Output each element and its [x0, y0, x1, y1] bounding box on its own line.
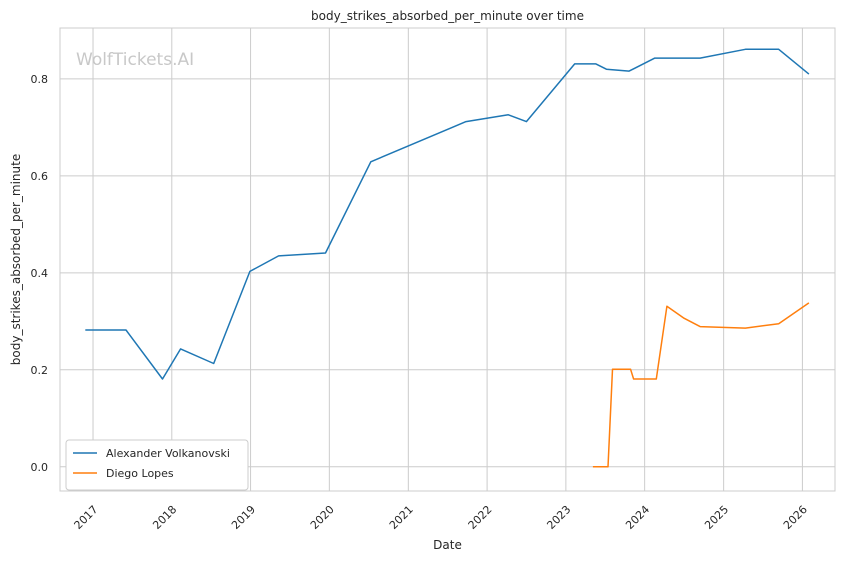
- plot-area: [60, 28, 835, 491]
- legend: Alexander Volkanovski Diego Lopes: [65, 439, 249, 491]
- series-line-2: [592, 302, 810, 468]
- x-tick-label: 2017: [72, 503, 101, 532]
- x-tick-label: 2024: [623, 503, 652, 532]
- y-axis-title: body_strikes_absorbed_per_minute: [9, 154, 23, 365]
- x-tick-label: 2020: [308, 503, 337, 532]
- y-tick-label: 0.2: [31, 364, 49, 377]
- legend-label: Diego Lopes: [106, 467, 174, 480]
- y-tick-label: 0.0: [31, 461, 49, 474]
- plot-frame: [59, 27, 836, 492]
- series-line-1: [85, 48, 810, 380]
- legend-box: [65, 439, 249, 491]
- x-tick-label: 2023: [544, 503, 573, 532]
- y-tick-label: 0.8: [31, 73, 49, 86]
- series-lines: [85, 48, 810, 468]
- x-tick-label: 2022: [466, 503, 495, 532]
- x-tick-label: 2019: [229, 503, 258, 532]
- chart-title: body_strikes_absorbed_per_minute over ti…: [311, 9, 584, 23]
- y-tick-label: 0.4: [31, 267, 49, 280]
- x-tick-label: 2021: [387, 503, 416, 532]
- x-axis-ticks: 2017 2018 2019 2020 2021 2022 2023 2024 2025 2026: [72, 503, 810, 532]
- x-tick-label: 2025: [702, 503, 731, 532]
- legend-label: Alexander Volkanovski: [106, 447, 230, 460]
- x-tick-label: 2026: [781, 503, 810, 532]
- x-tick-label: 2018: [150, 503, 179, 532]
- y-tick-label: 0.6: [31, 170, 49, 183]
- watermark-text: WolfTickets.AI: [76, 50, 194, 70]
- y-axis-ticks: 0.0 0.2 0.4 0.6 0.8: [31, 73, 49, 474]
- x-axis-title: Date: [433, 538, 462, 552]
